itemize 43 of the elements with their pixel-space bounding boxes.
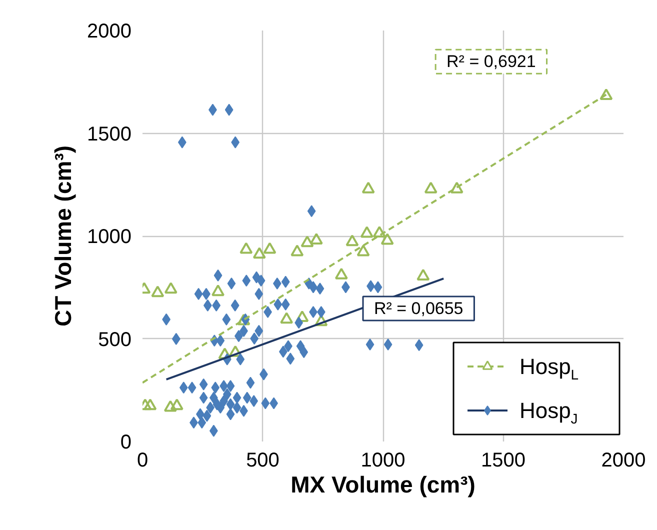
x-axis-title: MX Volume (cm³) — [290, 472, 476, 498]
x-tick-label: 500 — [246, 450, 280, 472]
annotation: R² = 0,6921 — [446, 52, 536, 72]
point — [218, 348, 232, 360]
point — [362, 182, 375, 194]
y-tick-label: 1500 — [87, 123, 132, 146]
point — [164, 400, 177, 412]
y-axis-title: CT Volume (cm³) — [50, 145, 76, 327]
point — [380, 233, 394, 245]
annotation: R² = 0,0655 — [374, 299, 464, 318]
point — [237, 314, 250, 326]
point — [300, 236, 314, 248]
point — [424, 182, 438, 194]
x-tick-label: 1500 — [481, 450, 526, 472]
point — [144, 398, 157, 410]
y-tick-label: 1000 — [87, 226, 132, 248]
y-tick-label: 0 — [120, 432, 132, 454]
point — [240, 242, 253, 254]
point — [296, 310, 309, 322]
x-tick-label: 1000 — [360, 450, 406, 472]
point — [263, 242, 276, 254]
y-tick-label: 500 — [98, 328, 132, 351]
point — [310, 232, 323, 244]
y-tick-label: 2000 — [87, 20, 132, 42]
point — [164, 282, 178, 294]
point — [151, 286, 164, 298]
point — [372, 226, 386, 238]
point — [170, 398, 184, 410]
point — [600, 88, 613, 100]
point — [280, 312, 294, 324]
point — [314, 314, 328, 326]
point — [360, 226, 374, 238]
point — [290, 244, 304, 256]
point — [228, 345, 242, 357]
x-tick-label: 2000 — [601, 450, 646, 472]
x-tick-label: 0 — [136, 450, 148, 472]
point — [252, 247, 266, 259]
point — [346, 234, 359, 246]
point — [334, 268, 348, 280]
point — [212, 284, 225, 296]
point — [356, 244, 370, 256]
point — [450, 182, 464, 194]
point — [416, 268, 430, 280]
